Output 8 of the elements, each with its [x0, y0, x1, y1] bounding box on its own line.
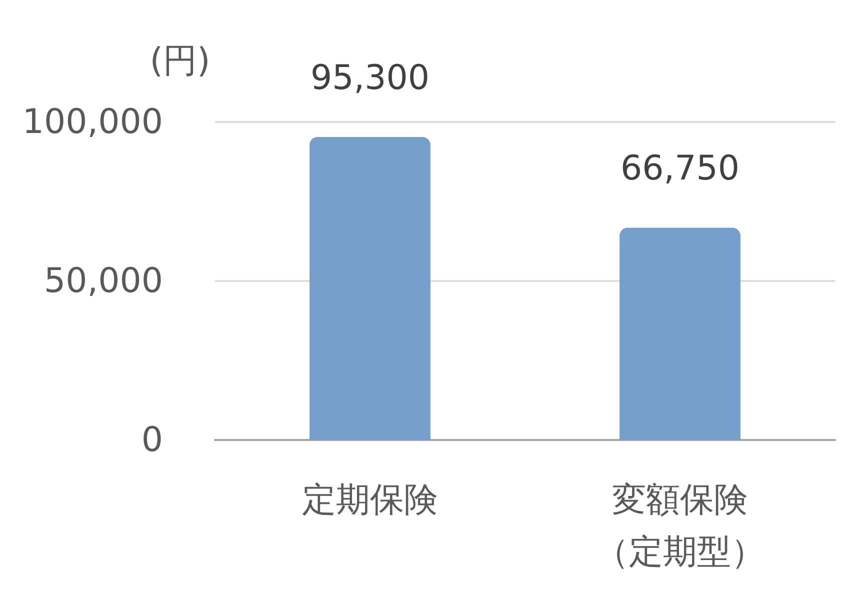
y-tick-label: 100,000	[22, 102, 163, 142]
x-tick-label: 変額保険（定期型）	[595, 480, 765, 572]
y-axis-title: (円)	[150, 41, 210, 81]
y-tick-label: 50,000	[44, 261, 163, 301]
y-tick-label: 0	[141, 420, 163, 460]
data-label: 95,300	[310, 58, 430, 98]
x-tick-label: 定期保険	[302, 480, 438, 520]
data-label: 66,750	[620, 148, 740, 189]
